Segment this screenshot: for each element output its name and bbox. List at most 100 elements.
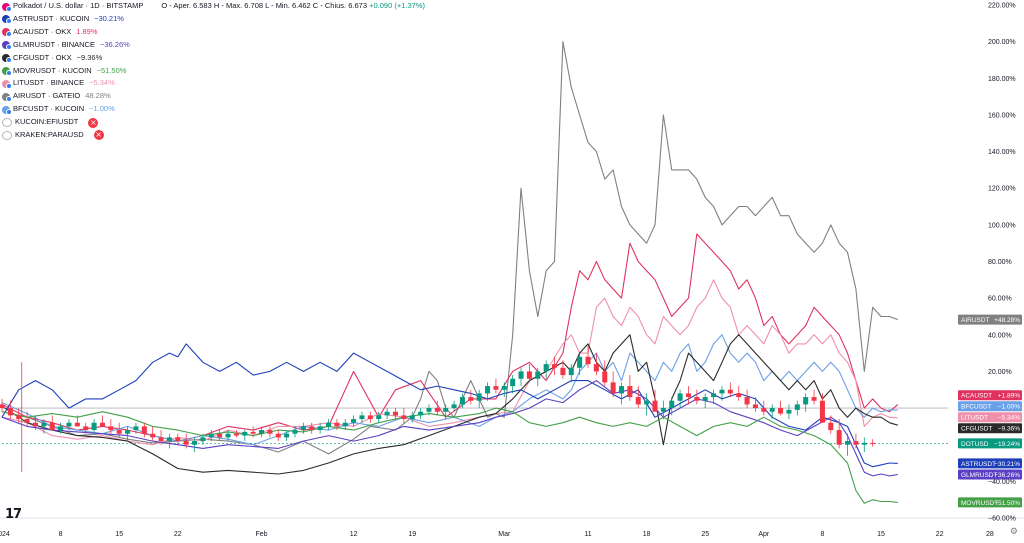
candle: [618, 386, 625, 394]
legend-value: −9.36%: [76, 52, 103, 62]
candle: [568, 367, 574, 376]
candle: [870, 442, 876, 444]
candle: [677, 393, 683, 401]
y-tick-label: −60.00%: [988, 516, 1016, 523]
candle: [744, 397, 750, 405]
legend-symbol: ASTRUSDT · KUCOIN: [13, 14, 90, 23]
candle: [468, 397, 474, 401]
legend-item[interactable]: ACAUSDT · OKX 1.89%: [2, 26, 425, 39]
candle: [434, 408, 440, 412]
candle: [58, 426, 64, 431]
candle: [819, 400, 825, 423]
x-tick-label: Feb: [255, 531, 267, 538]
main-symbol-row[interactable]: Polkadot / U.S. dollar · 1D · BITSTAMP O…: [2, 0, 425, 13]
candle: [845, 441, 851, 445]
legend-item[interactable]: ASTRUSDT · KUCOIN −30.21%: [2, 13, 425, 26]
x-tick-label: 8: [820, 531, 824, 538]
legend-symbol: KRAKEN:PARAUSD: [15, 130, 84, 140]
coin-icon: [2, 105, 12, 115]
badge-symbol: CFGUSDT: [961, 426, 992, 433]
y-tick-label: 220.00%: [988, 3, 1016, 10]
candle: [192, 441, 198, 445]
candle: [518, 371, 524, 379]
y-tick-label: 40.00%: [988, 332, 1012, 339]
settings-icon[interactable]: ⚙: [1009, 527, 1018, 537]
series-line: [1, 334, 898, 475]
x-tick-label: 15: [877, 531, 885, 538]
candle: [585, 356, 591, 365]
x-tick-label: 2024: [0, 531, 10, 538]
candle: [593, 364, 599, 372]
candles: [0, 345, 876, 473]
main-symbol: Polkadot / U.S. dollar · 1D · BITSTAMP: [13, 1, 144, 11]
candle: [861, 442, 867, 445]
badge-value: −5.34%: [998, 415, 1020, 422]
legend-item[interactable]: KUCOIN:EFIUSDT ×: [2, 116, 425, 129]
coin-icon: [2, 54, 12, 64]
candle: [769, 408, 775, 412]
legend-symbol: MOVRUSDT · KUCOIN: [13, 65, 92, 75]
candle: [635, 397, 641, 405]
candle: [41, 422, 47, 427]
ohlc-values: O - Aper. 6.583 H - Max. 6.708 L - Min. …: [161, 1, 425, 11]
candle: [125, 430, 131, 434]
legend-item[interactable]: CFGUSDT · OKX −9.36%: [2, 52, 425, 65]
legend-item[interactable]: AIRUSDT · GATEIO 48.28%: [2, 90, 425, 103]
candle: [409, 415, 415, 420]
remove-icon[interactable]: ×: [93, 130, 104, 141]
y-tick-label: 100.00%: [988, 222, 1016, 229]
y-tick-label: 180.00%: [988, 76, 1016, 83]
candle: [66, 422, 72, 427]
x-tick-label: 19: [408, 531, 416, 538]
coin-icon: [2, 28, 12, 38]
legend-symbol: BFCUSDT · KUCOIN: [13, 104, 85, 114]
legend-item[interactable]: BFCUSDT · KUCOIN −1.00%: [2, 103, 425, 116]
tradingview-logo[interactable]: 17: [5, 507, 22, 522]
candle: [24, 419, 30, 423]
candle: [309, 426, 315, 431]
x-tick-label: 22: [174, 531, 182, 538]
candle: [300, 426, 306, 431]
badge-value: −1.00%: [998, 404, 1020, 411]
candle: [752, 404, 758, 409]
legend-item[interactable]: KRAKEN:PARAUSD ×: [2, 129, 425, 142]
candle: [711, 393, 717, 398]
candle: [418, 411, 424, 416]
x-axis: 2024 8 15 22 Feb 12 19 Mar 11 18 25 Apr 8 15 22 28: [0, 531, 994, 538]
candle: [267, 430, 273, 434]
remove-icon[interactable]: ×: [88, 117, 99, 128]
y-tick-label: 80.00%: [988, 259, 1012, 266]
candle: [510, 378, 516, 387]
x-tick-label: 11: [584, 531, 591, 538]
candle: [351, 419, 357, 423]
candle: [602, 371, 608, 383]
legend-symbol: GLMRUSDT · BINANCE: [13, 39, 95, 49]
candle: [694, 397, 700, 401]
candle: [32, 422, 38, 427]
legend-symbol: CFGUSDT · OKX: [13, 52, 72, 62]
badge-symbol: ACAUSDT: [961, 393, 992, 400]
legend: Polkadot / U.S. dollar · 1D · BITSTAMP O…: [2, 0, 425, 142]
candle: [652, 400, 658, 412]
candle: [49, 422, 55, 431]
candle: [208, 433, 214, 438]
candle: [778, 408, 784, 414]
legend-item[interactable]: GLMRUSDT · BINANCE −36.26%: [2, 39, 425, 52]
candle: [828, 422, 834, 431]
coin-icon: [2, 118, 12, 128]
candle: [384, 411, 390, 416]
candle: [426, 408, 432, 412]
badge-value: +1.89%: [998, 393, 1020, 400]
badge-symbol: ASTRUSDT: [961, 461, 996, 468]
legend-item[interactable]: MOVRUSDT · KUCOIN −51.50%: [2, 65, 425, 78]
x-tick-label: 25: [701, 531, 709, 538]
candle: [727, 389, 733, 394]
candle: [376, 415, 382, 420]
legend-item[interactable]: LITUSDT · BINANCE −5.34%: [2, 77, 425, 90]
candle: [116, 430, 122, 434]
candle: [853, 441, 859, 445]
candle: [275, 433, 281, 438]
polkadot-icon: [2, 2, 12, 12]
x-tick-label: 22: [936, 531, 944, 538]
